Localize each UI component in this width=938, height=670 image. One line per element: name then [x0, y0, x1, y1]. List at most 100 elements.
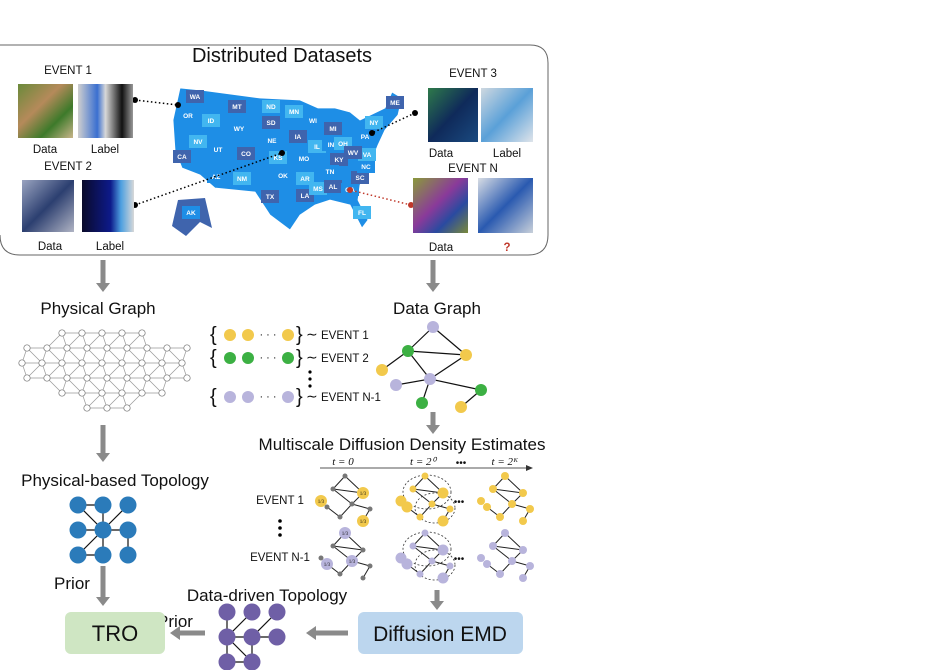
- down-arrow: [100, 566, 106, 598]
- set-node: [242, 391, 254, 403]
- down-arrow: [100, 425, 106, 454]
- state-ne: [263, 134, 281, 147]
- topology-node: [218, 653, 236, 670]
- diffusion-node: [337, 514, 343, 520]
- topology-node: [69, 546, 87, 564]
- set-node: [282, 329, 294, 341]
- physical-graph-node: [103, 404, 111, 412]
- state-mi: [324, 122, 342, 135]
- state-ak: [182, 206, 200, 219]
- prior-label-horizontal: Prior: [157, 612, 193, 631]
- diffusion-node: [349, 501, 355, 507]
- topology-node: [69, 496, 87, 514]
- topology-node: [94, 496, 112, 514]
- diffusion-graph: [395, 472, 456, 527]
- down-arrow: [430, 260, 436, 284]
- diffusion-node: [421, 472, 429, 480]
- state-label: CA: [177, 154, 187, 161]
- state-label: WI: [309, 118, 317, 125]
- diffusion-edge: [332, 488, 353, 505]
- event3-data-image: [428, 88, 478, 142]
- state-il: [308, 140, 326, 153]
- set-event-label: EVENT N-1: [321, 392, 381, 404]
- data-topology-graph: [218, 603, 286, 670]
- state-nc: [357, 160, 375, 173]
- topology-node: [119, 496, 137, 514]
- diffusion-node: [339, 527, 351, 539]
- diffusion-node: [496, 570, 504, 578]
- event3-label-image: [481, 88, 533, 142]
- physical-graph-node: [78, 359, 86, 367]
- data-caption: Data: [38, 241, 63, 253]
- state-label: LA: [301, 193, 310, 200]
- left-arrow-head: [170, 626, 180, 640]
- physical-graph-node: [183, 344, 191, 352]
- diffusion-node: [409, 485, 417, 493]
- data-graph-node: [455, 401, 467, 413]
- diffusion-node: [477, 497, 485, 505]
- diffusion-node: [357, 515, 369, 527]
- physical-graph-node: [63, 344, 71, 352]
- data-graph-node: [390, 379, 402, 391]
- event1-label-image: [78, 84, 133, 138]
- physical-graph-node: [118, 389, 126, 397]
- state-label: ME: [390, 100, 400, 107]
- physical-graph-node: [158, 359, 166, 367]
- left-arrow: [179, 630, 205, 636]
- datasets-title: Distributed Datasets: [192, 45, 372, 67]
- state-label: AR: [300, 176, 310, 183]
- diffusion-ring: [414, 549, 456, 581]
- state-label: NE: [267, 138, 277, 145]
- state-label: AK: [186, 210, 196, 217]
- diffusion-edge: [504, 532, 524, 551]
- diffusion-graph: 1/3 1/3 1/3: [318, 527, 373, 581]
- diffusion-node: [421, 529, 429, 537]
- diffusion-node: [346, 555, 358, 567]
- connector-dot: [279, 150, 285, 156]
- state-label: SD: [266, 120, 275, 127]
- diffusion-node: [428, 557, 436, 565]
- diffusion-node: [477, 554, 485, 562]
- state-label: ND: [266, 104, 276, 111]
- event-set: {· · ·} ∼ EVENT 2: [210, 347, 369, 369]
- mass-label: 1/3: [318, 500, 325, 505]
- data-graph-node: [460, 349, 472, 361]
- diffusion-edge: [492, 545, 513, 562]
- data-caption: Data: [33, 144, 58, 156]
- state-az: [207, 170, 225, 183]
- state-va: [358, 148, 376, 161]
- state-label: NV: [193, 139, 203, 146]
- physical-graph-node: [123, 404, 131, 412]
- data-graph-edge: [429, 354, 467, 380]
- state-label: IN: [328, 142, 335, 149]
- physical-graph-node: [83, 344, 91, 352]
- down-arrow: [434, 590, 440, 602]
- eventN-data-image: [413, 178, 468, 233]
- time-label-2: t = 2ᴷ: [492, 456, 519, 468]
- state-mt: [228, 100, 246, 113]
- diffusion-node: [437, 572, 449, 584]
- diffusion-node: [501, 529, 509, 537]
- mass-label: 1/3: [349, 560, 356, 565]
- state-nv: [189, 135, 207, 148]
- state-nd: [262, 100, 280, 113]
- diffusion-node: [508, 500, 516, 508]
- diffusion-graph: 1/3 1/3 1/3: [315, 473, 373, 527]
- event2-label-image: [82, 180, 134, 232]
- down-arrow-head: [96, 453, 110, 462]
- time-label-0: t = 0: [332, 456, 354, 468]
- topology-node: [119, 521, 137, 539]
- diffusion-edge: [326, 506, 341, 518]
- data-graph-node: [475, 384, 487, 396]
- state-label: WA: [190, 94, 201, 101]
- physical-graph: [18, 329, 191, 412]
- state-ok: [274, 169, 292, 182]
- state-or: [179, 109, 197, 122]
- physical-graph-node: [78, 389, 86, 397]
- state-label: FL: [358, 210, 366, 217]
- physical-graph-node: [38, 359, 46, 367]
- physical-graph-node: [138, 389, 146, 397]
- us-map: WA OR ID MT WY ND SD NE KS CO UT NV CA AZ NM TX OK MN IA MO…: [172, 87, 404, 236]
- brace-open: {: [210, 324, 217, 346]
